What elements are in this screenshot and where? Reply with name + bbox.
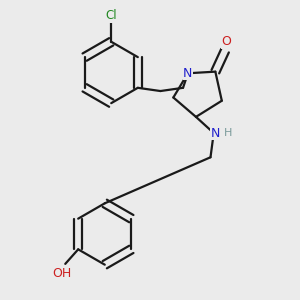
Text: O: O (222, 35, 232, 48)
Text: OH: OH (52, 267, 72, 280)
Text: N: N (211, 127, 220, 140)
Text: N: N (183, 67, 193, 80)
Text: H: H (224, 128, 232, 138)
Text: Cl: Cl (105, 9, 117, 22)
